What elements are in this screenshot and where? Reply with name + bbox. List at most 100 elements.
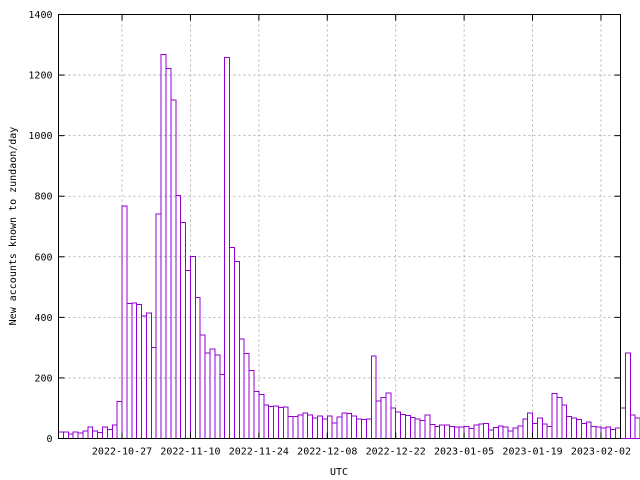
bar bbox=[463, 425, 470, 439]
bar bbox=[576, 419, 582, 440]
bar bbox=[287, 415, 294, 439]
bar bbox=[512, 427, 519, 439]
bar bbox=[600, 427, 607, 439]
bar bbox=[258, 394, 265, 440]
y-tick-label: 600 bbox=[34, 252, 52, 263]
bar bbox=[277, 406, 284, 440]
grid bbox=[58, 14, 621, 439]
bar bbox=[136, 304, 143, 439]
bar bbox=[473, 424, 480, 440]
bar bbox=[165, 67, 172, 439]
bar bbox=[97, 431, 103, 440]
x-tick-label: 2022-11-10 bbox=[160, 447, 220, 458]
bar bbox=[546, 425, 553, 439]
bar bbox=[610, 428, 617, 439]
bar bbox=[321, 418, 328, 440]
bar bbox=[536, 417, 543, 439]
bar bbox=[317, 415, 323, 439]
bar bbox=[541, 423, 548, 440]
bar bbox=[189, 255, 196, 439]
y-axis-title: New accounts known to zundaon/day bbox=[8, 127, 19, 326]
bar bbox=[590, 425, 597, 439]
bar bbox=[390, 407, 397, 440]
x-tick-labels: 2022-10-27 2022-11-10 2022-11-24 2022-12-08… bbox=[92, 447, 631, 458]
x-tick-label: 2022-12-08 bbox=[297, 447, 357, 458]
bar bbox=[478, 423, 485, 440]
bar bbox=[233, 260, 240, 440]
bar bbox=[453, 426, 460, 439]
bar bbox=[434, 425, 441, 439]
bar bbox=[502, 426, 509, 439]
bar bbox=[307, 414, 314, 439]
bar bbox=[634, 417, 640, 439]
bar bbox=[116, 401, 123, 439]
bar bbox=[395, 411, 402, 439]
bar bbox=[87, 426, 94, 439]
bar bbox=[292, 416, 299, 439]
bar bbox=[400, 413, 406, 439]
bar bbox=[253, 390, 260, 439]
bar bbox=[585, 421, 592, 440]
bar bbox=[224, 57, 231, 440]
bar bbox=[62, 431, 69, 439]
bar bbox=[497, 425, 504, 439]
y-tick-label: 1000 bbox=[28, 131, 52, 142]
bar bbox=[615, 427, 621, 439]
bar bbox=[111, 424, 118, 440]
bar bbox=[532, 422, 538, 440]
bar bbox=[248, 370, 255, 439]
y-tick-label: 800 bbox=[34, 192, 52, 203]
y-tick-label: 0 bbox=[46, 434, 52, 445]
y-tick-label: 1200 bbox=[28, 71, 52, 82]
bar bbox=[365, 418, 372, 440]
y-tick-label: 200 bbox=[34, 373, 52, 384]
bar bbox=[624, 352, 631, 440]
bar bbox=[121, 205, 128, 439]
bar bbox=[170, 99, 177, 440]
bar bbox=[145, 312, 152, 440]
y-tick-label: 1400 bbox=[28, 10, 52, 21]
bar bbox=[101, 426, 108, 439]
bar bbox=[77, 432, 84, 440]
bar bbox=[141, 315, 147, 440]
bar bbox=[238, 338, 245, 439]
bar bbox=[243, 352, 250, 440]
bar bbox=[439, 424, 446, 440]
x-axis-title: UTC bbox=[330, 467, 348, 478]
bar bbox=[282, 406, 289, 440]
bar bbox=[160, 53, 167, 439]
bar bbox=[429, 423, 436, 440]
bar bbox=[126, 303, 133, 439]
bar bbox=[302, 412, 309, 439]
bar bbox=[106, 428, 113, 439]
bar bbox=[341, 412, 348, 439]
bar bbox=[561, 404, 568, 439]
bar bbox=[185, 269, 191, 439]
bar bbox=[488, 429, 494, 439]
bar bbox=[419, 419, 426, 440]
bar bbox=[180, 222, 187, 439]
y-tick-label: 400 bbox=[34, 313, 52, 324]
bar bbox=[566, 416, 573, 439]
bar bbox=[571, 417, 578, 439]
bars bbox=[58, 53, 640, 440]
bar bbox=[517, 425, 524, 439]
bar bbox=[204, 352, 211, 440]
plot-frame bbox=[58, 14, 621, 439]
bar bbox=[219, 374, 226, 439]
bar bbox=[468, 428, 475, 439]
bar bbox=[370, 355, 377, 440]
bar bbox=[458, 426, 465, 439]
bar bbox=[92, 430, 99, 439]
bar bbox=[424, 414, 431, 439]
bar bbox=[404, 414, 411, 439]
bar bbox=[360, 419, 367, 440]
bar bbox=[522, 418, 529, 440]
bar bbox=[444, 424, 450, 440]
bar bbox=[380, 397, 387, 440]
bar bbox=[326, 415, 333, 439]
y-tick-labels: 0 200 400 600 800 1000 1200 1400 bbox=[28, 10, 52, 445]
bar bbox=[492, 426, 499, 439]
bar bbox=[273, 405, 279, 440]
